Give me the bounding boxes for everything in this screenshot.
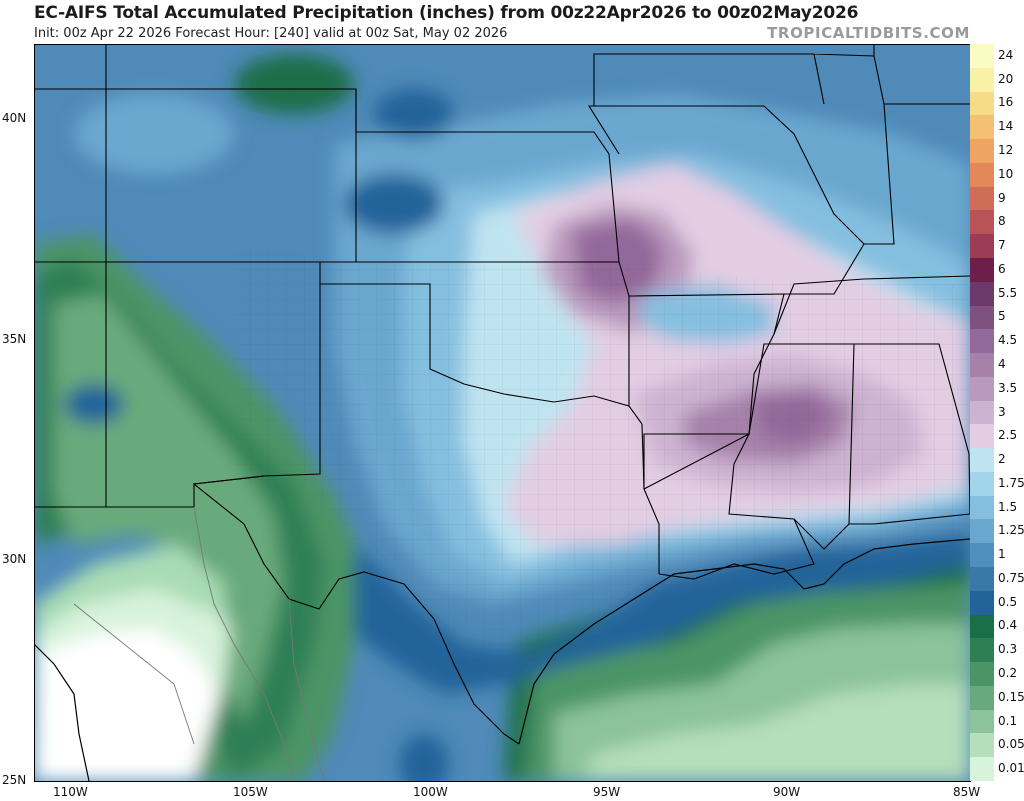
colorbar-swatch [970, 210, 994, 235]
colorbar-label: 4 [998, 356, 1006, 371]
colorbar-label: 5.5 [998, 285, 1018, 300]
colorbar-swatch [970, 376, 994, 402]
colorbar-label: 1.5 [998, 499, 1018, 514]
lat-label-35n: 35N [2, 331, 27, 346]
colorbar-swatch [970, 757, 994, 782]
mexico-borders [73, 506, 325, 781]
colorbar-label: 10 [998, 166, 1014, 181]
colorbar-swatch [970, 471, 994, 497]
colorbar-swatch [970, 67, 994, 93]
lon-label-105w: 105W [233, 785, 268, 799]
lat-label-25n: 25N [2, 773, 27, 787]
colorbar-swatch [970, 638, 994, 663]
coastline [34, 538, 970, 781]
colorbar-swatch [970, 567, 994, 592]
colorbar-swatch [970, 281, 994, 306]
colorbar-label: 0.5 [998, 594, 1018, 609]
colorbar-swatch [970, 495, 994, 520]
colorbar-swatch [970, 424, 994, 449]
brand-watermark[interactable]: TROPICALTIDBITS.COM [767, 24, 970, 42]
colorbar-label: 16 [998, 95, 1014, 110]
lon-label-90w: 90W [773, 785, 801, 799]
colorbar-swatch [970, 590, 994, 616]
colorbar-label: 0.75 [998, 570, 1024, 585]
colorbar-swatch [970, 44, 994, 69]
lat-label-30n: 30N [2, 552, 27, 567]
lon-label-95w: 95W [593, 785, 621, 799]
colorbar-label: 3 [998, 404, 1006, 419]
colorbar-label: 6 [998, 261, 1006, 276]
lon-label-110w: 110W [53, 785, 88, 799]
colorbar-label: 8 [998, 214, 1006, 229]
colorbar-label: 0.4 [998, 618, 1018, 633]
colorbar-swatch [970, 186, 994, 211]
colorbar-label: 7 [998, 238, 1006, 253]
colorbar-label: 0.01 [998, 761, 1024, 776]
map-title: EC-AIFS Total Accumulated Precipitation … [34, 3, 859, 23]
colorbar-swatch [970, 733, 994, 758]
colorbar-label: 5 [998, 309, 1006, 324]
colorbar-label: 24 [998, 47, 1014, 62]
colorbar-swatch [970, 162, 994, 188]
colorbar-label: 20 [998, 71, 1014, 86]
colorbar-label: 1.25 [998, 523, 1024, 538]
colorbar-swatch [970, 257, 994, 283]
colorbar-label: 0.3 [998, 642, 1018, 657]
map-subtitle: Init: 00z Apr 22 2026 Forecast Hour: [24… [34, 26, 508, 41]
state-borders [34, 44, 970, 745]
lon-label-85w: 85W [953, 785, 981, 799]
precip-colorbar [970, 44, 994, 782]
colorbar-label: 9 [998, 190, 1006, 205]
colorbar-label: 2.5 [998, 428, 1018, 443]
colorbar-swatch [970, 91, 994, 116]
colorbar-swatch [970, 614, 994, 639]
colorbar-swatch [970, 115, 994, 140]
colorbar-label: 14 [998, 119, 1014, 134]
colorbar-swatch [970, 305, 994, 330]
map-header: EC-AIFS Total Accumulated Precipitation … [0, 0, 1024, 44]
colorbar-swatch [970, 329, 994, 354]
colorbar-swatch [970, 448, 994, 473]
precipitation-map[interactable] [34, 44, 970, 781]
colorbar-swatch [970, 662, 994, 687]
colorbar-swatch [970, 709, 994, 734]
colorbar-label: 1.75 [998, 475, 1024, 490]
colorbar-swatch [970, 400, 994, 425]
colorbar-swatch [970, 139, 994, 164]
colorbar-label: 2 [998, 452, 1006, 467]
colorbar-swatch [970, 543, 994, 568]
colorbar-label: 3.5 [998, 380, 1018, 395]
colorbar-label: 0.05 [998, 737, 1024, 752]
colorbar-label: 0.1 [998, 713, 1018, 728]
colorbar-swatch [970, 685, 994, 711]
lat-label-40n: 40N [2, 111, 27, 126]
colorbar-label: 1 [998, 547, 1006, 562]
colorbar-swatch [970, 234, 994, 259]
colorbar-label: 0.15 [998, 689, 1024, 704]
lon-label-100w: 100W [413, 785, 448, 799]
colorbar-swatch [970, 519, 994, 544]
colorbar-label: 12 [998, 142, 1014, 157]
colorbar-swatch [970, 353, 994, 378]
colorbar-label: 4.5 [998, 333, 1018, 348]
map-svg [34, 44, 970, 781]
colorbar-label: 0.2 [998, 666, 1018, 681]
